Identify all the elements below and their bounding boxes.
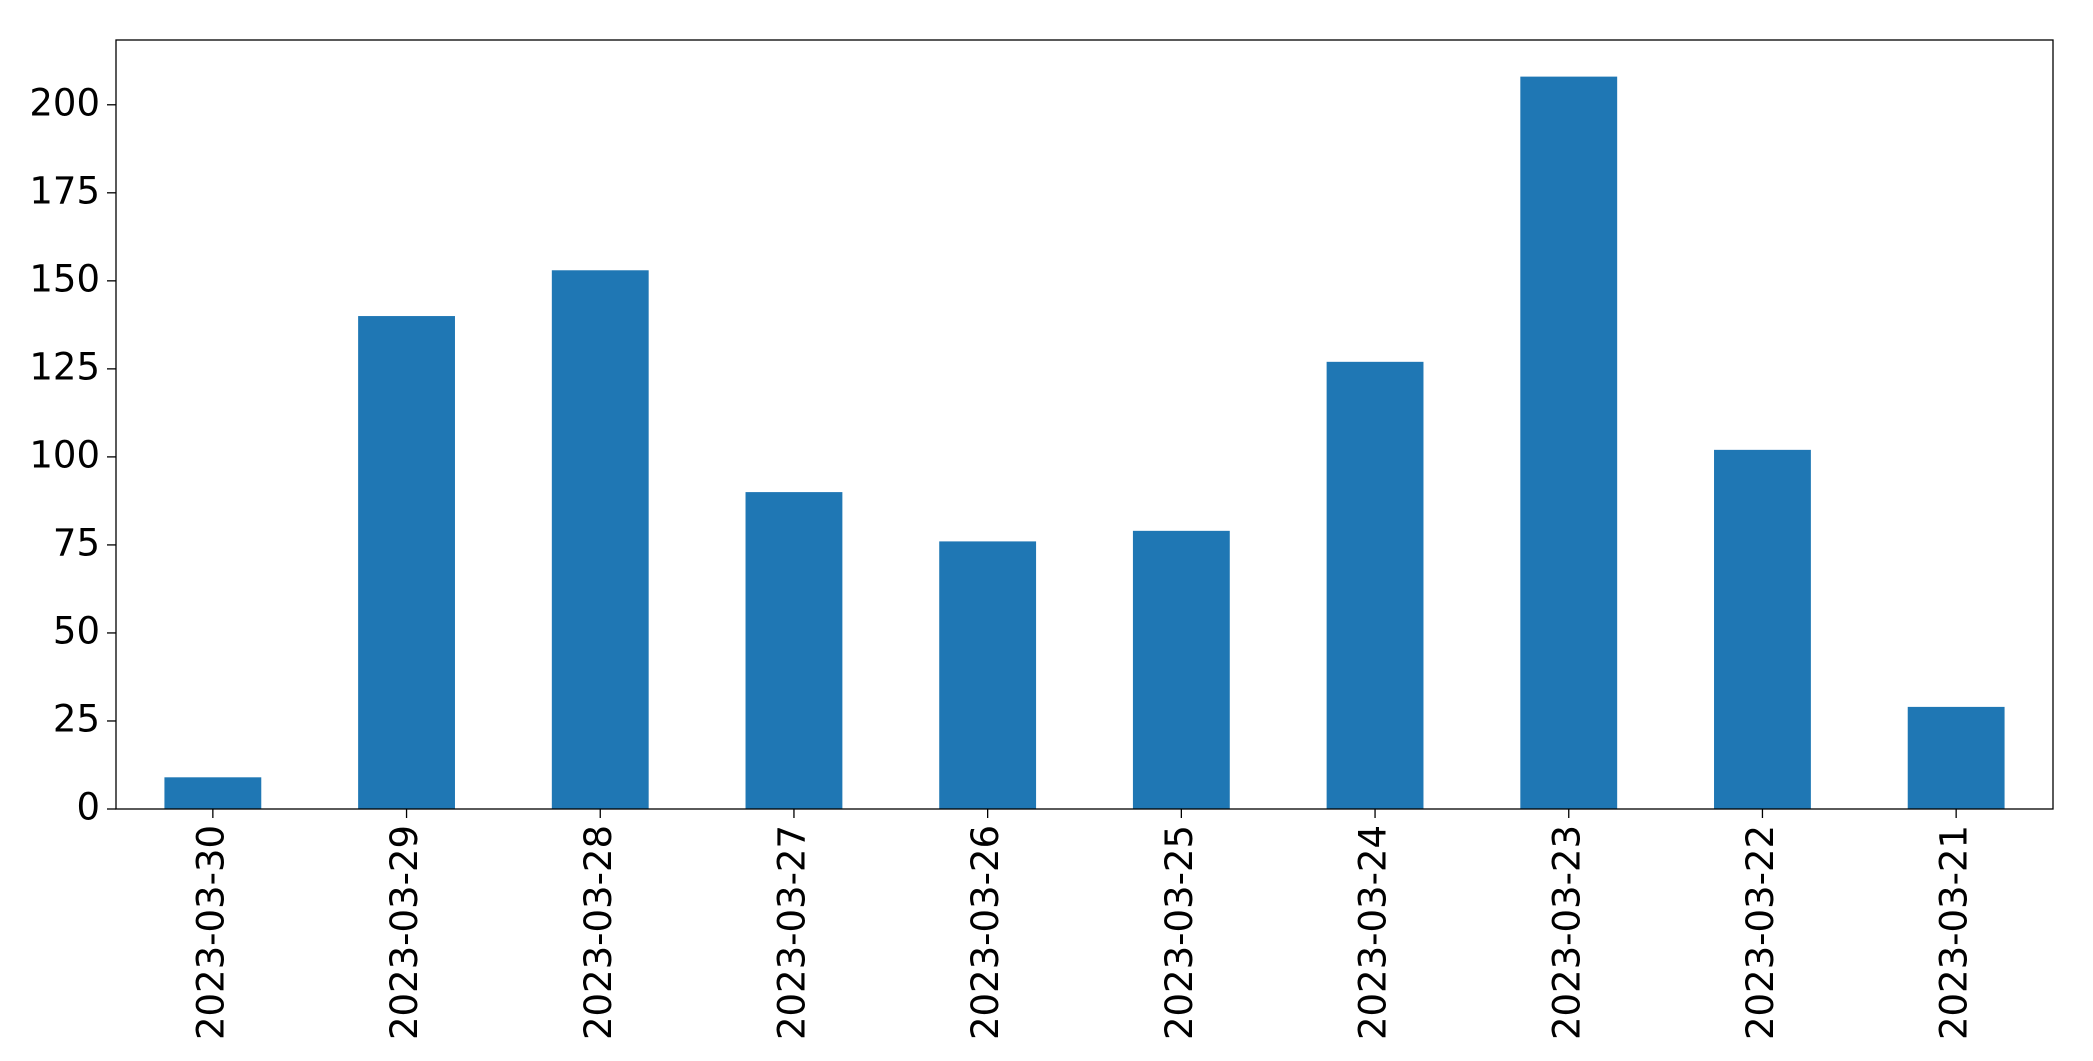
bar — [1520, 76, 1618, 810]
y-tick-label: 75 — [53, 521, 100, 564]
y-tick-label: 0 — [76, 786, 100, 829]
bar — [164, 777, 262, 809]
y-tick-label: 25 — [53, 697, 100, 740]
x-tick-label: 2023-03-22 — [1739, 825, 1782, 1040]
bar — [745, 492, 843, 809]
bar — [1132, 530, 1230, 809]
x-tick-label: 2023-03-28 — [577, 825, 620, 1040]
y-tick-label: 100 — [29, 433, 100, 476]
y-tick-label: 150 — [29, 257, 100, 300]
x-tick-label: 2023-03-27 — [770, 825, 813, 1040]
bar — [551, 270, 649, 809]
x-tick-label: 2023-03-23 — [1545, 825, 1588, 1040]
bar — [1907, 706, 2005, 809]
x-tick-label: 2023-03-29 — [383, 825, 426, 1040]
x-tick-label: 2023-03-21 — [1933, 825, 1976, 1040]
bar — [939, 541, 1037, 809]
y-tick-label: 125 — [29, 345, 100, 388]
x-tick-label: 2023-03-26 — [964, 825, 1007, 1040]
bar — [1326, 361, 1424, 809]
x-tick-label: 2023-03-24 — [1352, 825, 1395, 1040]
y-tick-label: 50 — [53, 609, 100, 652]
x-tick-label: 2023-03-25 — [1158, 825, 1201, 1040]
x-tick-label: 2023-03-30 — [189, 825, 232, 1040]
y-tick-label: 200 — [29, 81, 100, 124]
plot-frame — [115, 39, 2054, 810]
bar — [1714, 449, 1811, 809]
y-tick-label: 175 — [29, 169, 100, 212]
bar — [358, 316, 455, 809]
